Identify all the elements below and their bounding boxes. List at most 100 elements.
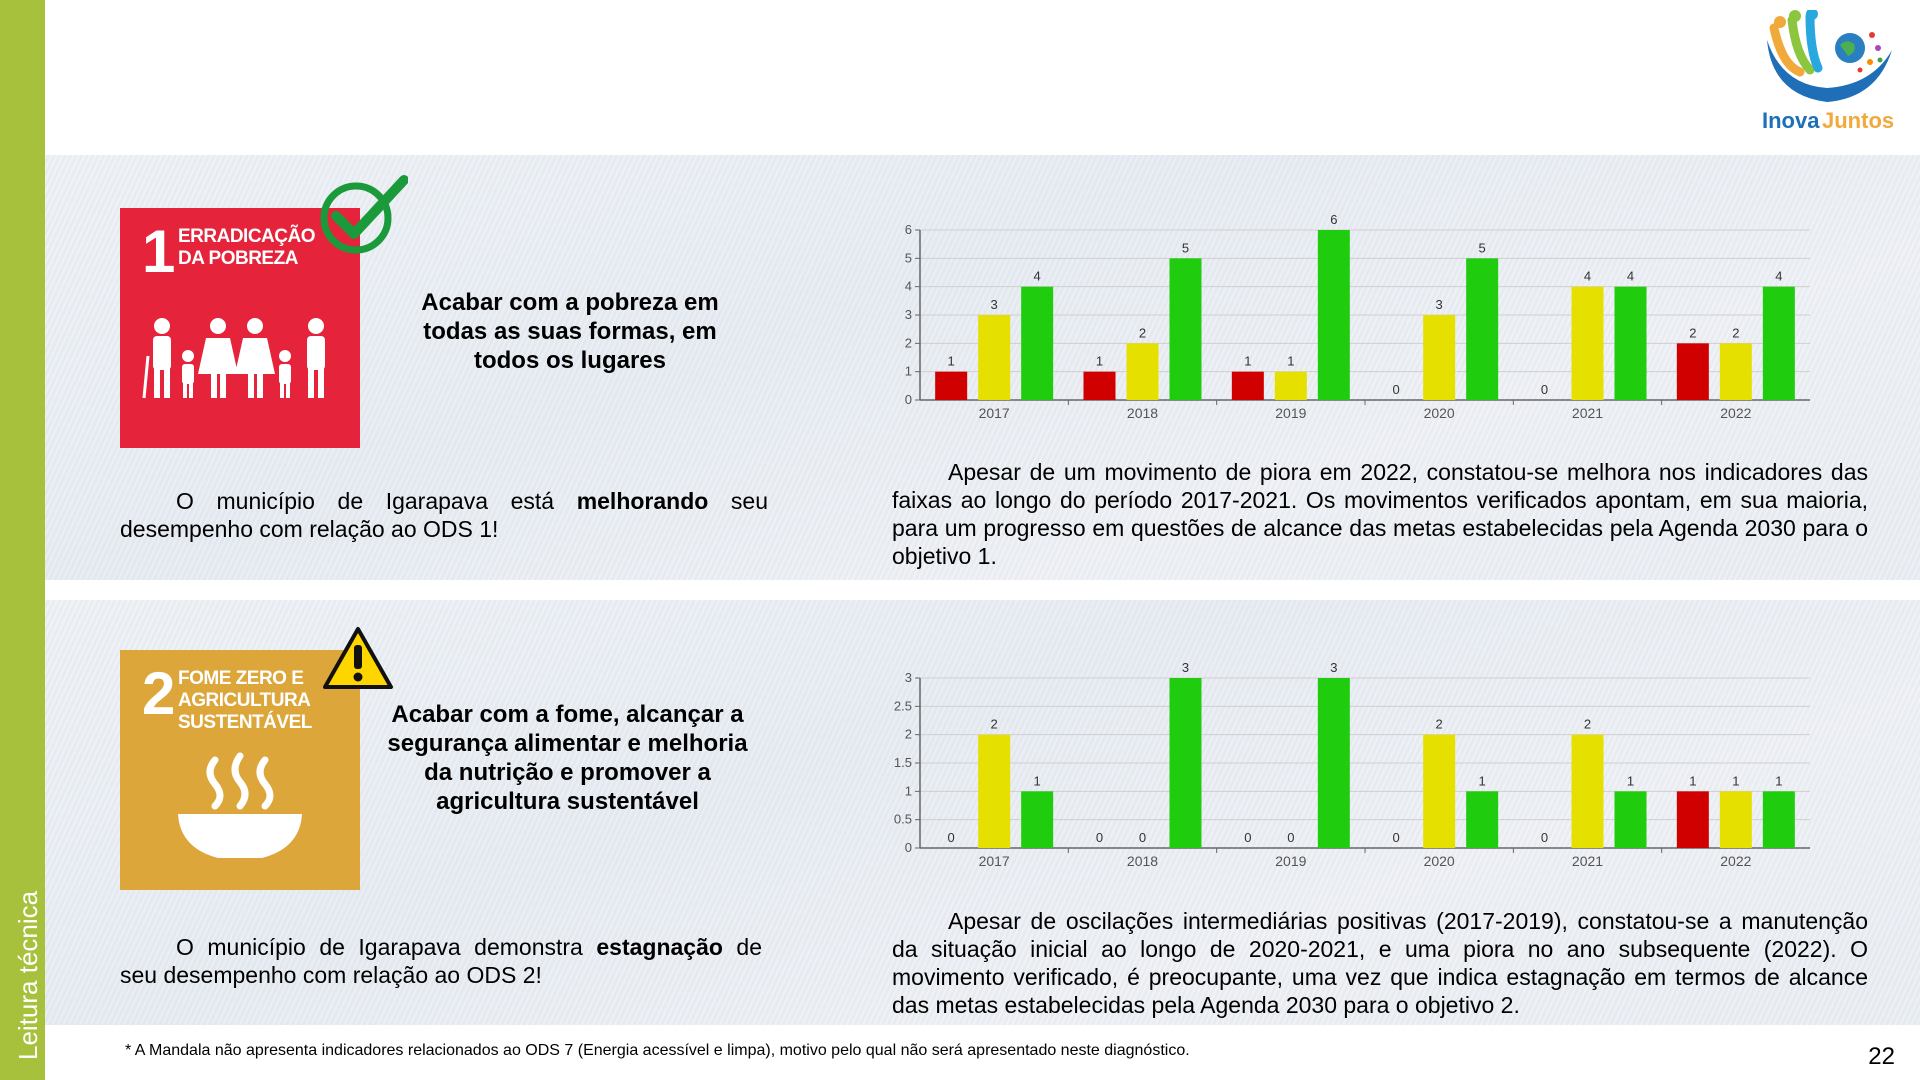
bar-value-label: 0 (1096, 830, 1103, 845)
ods2-number: 2 (142, 660, 176, 727)
bar (1231, 371, 1264, 400)
ods2-title-line2: AGRICULTURA (178, 690, 311, 711)
ods1-title-line1: ERRADICAÇÃO (178, 226, 316, 247)
x-tick-label: 2021 (1572, 853, 1603, 869)
warning-icon (323, 627, 393, 689)
ods1-bar-chart: 0 1 2 3 4 5 6 2017 1 3 4 2018 1 2 5 2019 1 1 6 2020 0 3 5 2021 0… (905, 212, 1810, 421)
bar (1719, 791, 1752, 848)
ods2-description: Apesar de oscilações intermediárias posi… (892, 907, 1868, 1019)
x-tick-label: 2018 (1127, 853, 1158, 869)
y-tick-label: 2 (905, 335, 912, 350)
ods1-tile: 1 ERRADICAÇÃO DA POBREZA (120, 208, 360, 448)
x-tick-label: 2021 (1572, 405, 1603, 421)
inovajuntos-logo: Inova Juntos (1762, 10, 1894, 133)
x-tick-label: 2019 (1275, 853, 1306, 869)
bar-value-label: 0 (1287, 830, 1294, 845)
ods2-title-line3: SUSTENTÁVEL (178, 712, 312, 733)
bar (1614, 791, 1647, 848)
bar-value-label: 4 (1627, 269, 1634, 284)
ods1-muni-pre: O município de Igarapava está (176, 488, 577, 514)
y-tick-label: 0.5 (894, 812, 912, 827)
ods1-description: Apesar de um movimento de piora em 2022,… (892, 458, 1868, 570)
ods2-bar-chart: 0 0.5 1 1.5 2 2.5 3 2017 0 2 1 2018 0 0 3 2019 0 0 3 2020 0 2… (894, 660, 1810, 869)
bar-value-label: 0 (1393, 830, 1400, 845)
x-tick-label: 2019 (1275, 405, 1306, 421)
bar (1083, 371, 1116, 400)
bar-value-label: 5 (1182, 240, 1189, 255)
bar-value-label: 4 (1034, 269, 1041, 284)
y-tick-label: 6 (905, 222, 912, 237)
ods1-number: 1 (142, 218, 176, 285)
family-icon (142, 318, 325, 399)
ods2-goal-text: Acabar com a fome, alcançar a segurança … (387, 701, 748, 815)
bar (978, 734, 1011, 848)
bar-value-label: 3 (1182, 660, 1189, 675)
y-tick-label: 4 (905, 279, 912, 294)
bar (1571, 286, 1604, 400)
y-tick-label: 2 (905, 727, 912, 742)
bar-value-label: 1 (1096, 354, 1103, 369)
bar (1317, 230, 1350, 400)
ods1-goal-text: Acabar com a pobreza em todas as suas fo… (421, 289, 719, 374)
bar (1317, 678, 1350, 848)
logo-text-inova: Inova (1762, 108, 1820, 133)
x-tick-label: 2018 (1127, 405, 1158, 421)
ods1-municipality-text: O município de Igarapava está melhorando… (120, 487, 768, 543)
bar-value-label: 2 (1584, 717, 1591, 732)
bar-value-label: 0 (1393, 382, 1400, 397)
bar (1676, 791, 1709, 848)
bar-value-label: 1 (1244, 354, 1251, 369)
logo-text-juntos: Juntos (1822, 108, 1894, 133)
bar (1169, 258, 1202, 400)
bar-value-label: 1 (1689, 773, 1696, 788)
bar (1676, 343, 1709, 400)
bar-value-label: 2 (1139, 325, 1146, 340)
bar (1614, 286, 1647, 400)
ods2-muni-post: de seu desempenho com relação ao ODS 2! (120, 934, 762, 988)
bar (1466, 791, 1499, 848)
bar-value-label: 1 (1287, 354, 1294, 369)
x-tick-label: 2017 (979, 853, 1010, 869)
bar-value-label: 2 (1436, 717, 1443, 732)
bowl-icon (178, 752, 302, 858)
bar (978, 315, 1011, 400)
y-tick-label: 3 (905, 670, 912, 685)
ods1-desc-text: Apesar de um movimento de piora em 2022,… (892, 459, 1868, 569)
bar (1571, 734, 1604, 848)
ods1-title: ERRADICAÇÃO DA POBREZA (178, 226, 316, 270)
ods1-muni-bold: melhorando (576, 488, 709, 514)
bar (1762, 791, 1795, 848)
bar-value-label: 3 (991, 297, 998, 312)
ods2-municipality-text: O município de Igarapava demonstra estag… (120, 933, 762, 989)
bar (1126, 343, 1159, 400)
bar-value-label: 1 (948, 354, 955, 369)
bar-value-label: 1 (1775, 773, 1782, 788)
sidebar-label-text: Leitura técnica (13, 890, 43, 1060)
bar-value-label: 3 (1436, 297, 1443, 312)
bar (1169, 678, 1202, 848)
bar (1762, 286, 1795, 400)
bar-value-label: 4 (1775, 269, 1782, 284)
bar-value-label: 4 (1584, 269, 1591, 284)
bar-value-label: 6 (1330, 212, 1337, 227)
bar (1466, 258, 1499, 400)
sidebar: Leitura técnica (0, 0, 45, 1080)
ods2-muni-bold: estagnação (596, 934, 723, 960)
ods2-title: FOME ZERO E AGRICULTURA SUSTENTÁVEL (178, 668, 312, 734)
bar-value-label: 0 (1541, 830, 1548, 845)
ods2-muni-pre: O município de Igarapava demonstra (176, 934, 597, 960)
bar (1719, 343, 1752, 400)
check-icon (320, 175, 408, 254)
y-tick-label: 3 (905, 307, 912, 322)
y-tick-label: 1 (905, 364, 912, 379)
bar (935, 371, 968, 400)
ods2-desc-text: Apesar de oscilações intermediárias posi… (892, 908, 1868, 1018)
y-tick-label: 0 (905, 840, 912, 855)
bar-value-label: 1 (1627, 773, 1634, 788)
bar (1423, 734, 1456, 848)
x-tick-label: 2017 (979, 405, 1010, 421)
y-tick-label: 2.5 (894, 698, 912, 713)
bar (1274, 371, 1307, 400)
y-tick-label: 1.5 (894, 755, 912, 770)
ods2-title-line1: FOME ZERO E (178, 668, 304, 689)
